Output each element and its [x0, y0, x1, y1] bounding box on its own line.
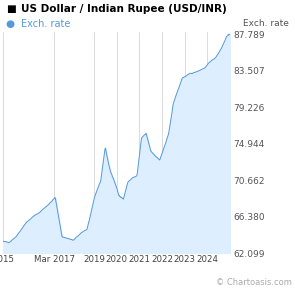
- Text: Exch. rate: Exch. rate: [21, 19, 70, 29]
- Text: US Dollar / Indian Rupee (USD/INR): US Dollar / Indian Rupee (USD/INR): [21, 4, 226, 14]
- Text: ●: ●: [6, 19, 15, 29]
- Text: Exch. rate: Exch. rate: [243, 19, 289, 28]
- Text: © Chartoasis.com: © Chartoasis.com: [216, 278, 292, 287]
- Text: ■: ■: [6, 4, 16, 14]
